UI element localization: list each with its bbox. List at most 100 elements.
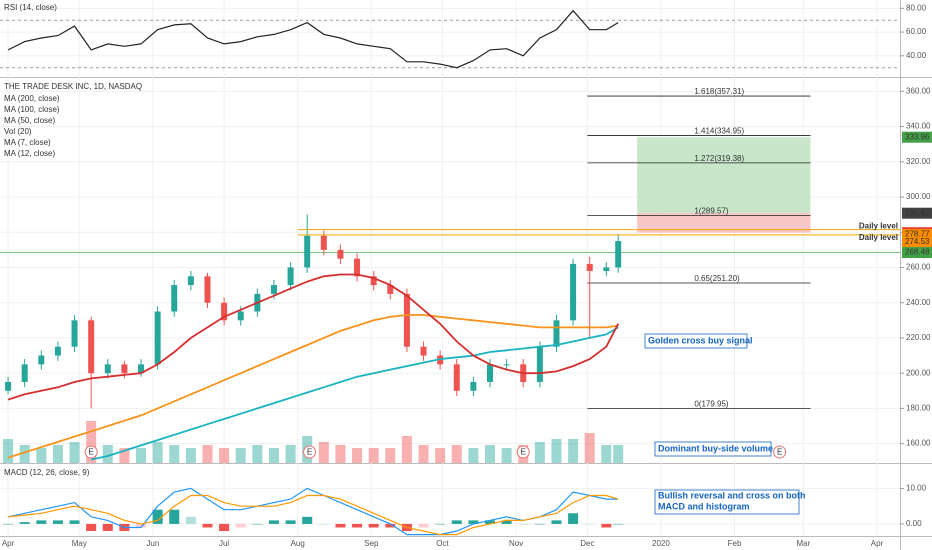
histogram-bar bbox=[451, 520, 462, 524]
x-tick-label: May bbox=[72, 539, 87, 548]
candle-body bbox=[287, 267, 294, 286]
candle-body bbox=[104, 364, 111, 374]
fib-label: 1.272(319.38) bbox=[694, 154, 744, 163]
histogram-bar bbox=[352, 523, 363, 528]
y-tick-label: 10.00 bbox=[906, 484, 927, 493]
histogram-bar bbox=[368, 523, 379, 528]
volume-bar bbox=[401, 436, 412, 463]
annotation-box bbox=[654, 489, 800, 515]
price-tag-label: 274.53 bbox=[905, 237, 930, 246]
candle-body bbox=[21, 364, 28, 382]
candle-body bbox=[5, 381, 12, 391]
histogram-bar bbox=[485, 520, 496, 524]
volume-bar bbox=[136, 448, 147, 463]
histogram-bar bbox=[302, 516, 313, 524]
price-tag-label: 290.82 bbox=[905, 208, 930, 217]
legend-entry: Vol (20) bbox=[4, 127, 32, 136]
candle-body bbox=[171, 285, 178, 312]
volume-bar bbox=[69, 442, 80, 463]
volume-bar bbox=[252, 445, 263, 463]
price-tag-label: 333.96 bbox=[905, 132, 930, 141]
candle-body bbox=[71, 320, 78, 347]
y-tick-label: 260.00 bbox=[906, 263, 931, 272]
histogram-bar bbox=[335, 523, 346, 528]
volume-bar bbox=[352, 448, 363, 463]
daily-level-label: Daily level bbox=[859, 233, 898, 242]
price-tag bbox=[902, 228, 932, 240]
candle-body bbox=[121, 364, 128, 374]
legend-entry: MA (200, close) bbox=[4, 94, 60, 103]
histogram-bar bbox=[501, 520, 512, 524]
volume-bar bbox=[584, 433, 595, 463]
histogram-bar bbox=[568, 513, 579, 524]
x-tick-label: Feb bbox=[728, 539, 742, 548]
histogram-bar bbox=[268, 520, 279, 524]
price-tag-label: 278.77 bbox=[905, 230, 930, 239]
histogram-bar bbox=[185, 516, 196, 524]
volume-bar bbox=[534, 442, 545, 463]
annotation: Dominant buy-side volume bbox=[658, 443, 773, 453]
candle-body bbox=[615, 241, 622, 268]
candle-body bbox=[487, 364, 494, 382]
volume-bar bbox=[285, 445, 296, 463]
histogram-bar bbox=[435, 523, 446, 525]
histogram-bar bbox=[235, 523, 246, 528]
candle-body bbox=[320, 235, 327, 250]
x-tick-label: Oct bbox=[436, 539, 449, 548]
candle-body bbox=[570, 263, 577, 321]
price-tag bbox=[902, 207, 932, 219]
panel bbox=[0, 487, 900, 536]
volume-bar bbox=[368, 448, 379, 463]
x-tick-label: 2020 bbox=[652, 539, 670, 548]
fib-label: 1.414(334.95) bbox=[694, 127, 744, 136]
histogram-bar bbox=[52, 520, 63, 524]
panel bbox=[0, 90, 900, 463]
volume-bar bbox=[335, 445, 346, 463]
volume-bar bbox=[468, 448, 479, 463]
histogram-bar bbox=[468, 520, 479, 524]
histogram-bar bbox=[219, 523, 230, 532]
candle-body bbox=[420, 346, 427, 356]
moving-average bbox=[91, 326, 619, 461]
earnings-label: E bbox=[521, 448, 526, 457]
y-tick-label: 80.00 bbox=[906, 3, 927, 12]
volume-bar bbox=[86, 421, 97, 463]
y-tick-label: 360.00 bbox=[906, 86, 931, 95]
histogram-bar bbox=[601, 523, 612, 528]
y-tick-label: 160.00 bbox=[906, 439, 931, 448]
candle-body bbox=[38, 355, 45, 365]
volume-bar bbox=[3, 439, 14, 463]
histogram-bar bbox=[3, 523, 14, 525]
candle-body bbox=[337, 249, 344, 259]
histogram-bar bbox=[202, 523, 213, 528]
earnings-label: E bbox=[88, 448, 93, 457]
x-tick-label: Dec bbox=[580, 539, 594, 548]
panel-title: THE TRADE DESK INC, 1D, NASDAQ bbox=[4, 82, 142, 91]
volume-bar bbox=[152, 442, 163, 463]
volume-bar bbox=[268, 448, 279, 463]
histogram-bar bbox=[86, 523, 97, 532]
candle-body bbox=[221, 302, 228, 321]
histogram-bar bbox=[518, 523, 529, 525]
annotation: Bullish reversal and cross on both bbox=[658, 490, 806, 500]
volume-bar bbox=[501, 448, 512, 463]
candle-body bbox=[387, 285, 394, 294]
histogram-bar bbox=[36, 520, 47, 524]
y-tick-label: 200.00 bbox=[906, 368, 931, 377]
fib-label: 1.618(357.31) bbox=[694, 87, 744, 96]
histogram-bar bbox=[169, 509, 180, 524]
price-tag-label: 268.48 bbox=[905, 248, 930, 257]
earnings-label: E bbox=[777, 448, 782, 457]
volume-bar bbox=[169, 445, 180, 463]
candle-body bbox=[403, 293, 410, 347]
earnings-marker bbox=[84, 445, 98, 459]
volume-bar bbox=[568, 439, 579, 463]
legend-entry: MA (7, close) bbox=[4, 138, 51, 147]
volume-bar bbox=[36, 448, 47, 463]
volume-bar bbox=[613, 445, 624, 463]
histogram-bar bbox=[152, 509, 163, 524]
histogram-bar bbox=[318, 523, 329, 525]
y-tick-label: 220.00 bbox=[906, 333, 931, 342]
histogram-bar bbox=[613, 523, 624, 525]
